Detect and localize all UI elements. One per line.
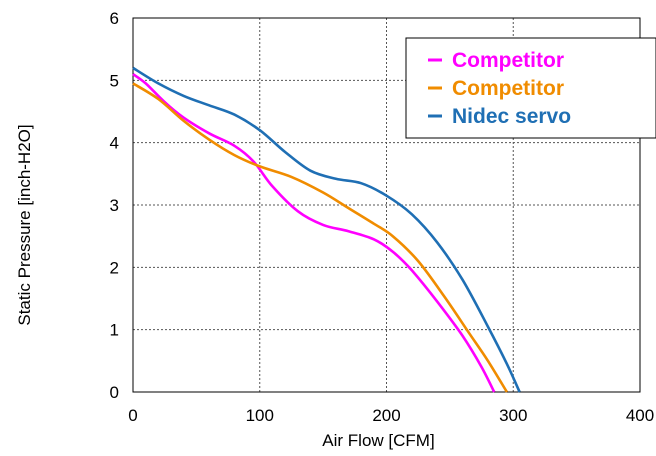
y-tick-label: 6: [110, 9, 119, 28]
legend: Competitor Competitor Nidec servo: [405, 37, 656, 139]
plot-frame: [132, 17, 641, 393]
legend-box: [405, 37, 656, 139]
series-line-competitor-magenta-line: [132, 73, 496, 393]
x-axis-label: Air Flow [CFM]: [322, 431, 434, 450]
y-axis-label: Static Pressure [inch-H2O]: [15, 124, 34, 325]
legend-entry: Competitor: [452, 49, 564, 72]
y-tick-label: 1: [110, 321, 119, 340]
legend-entry: Nidec servo: [452, 105, 571, 128]
series-line-competitor-orange-line: [132, 82, 509, 393]
y-tick-label: 4: [110, 134, 119, 153]
grid-lines: [133, 18, 640, 392]
y-tick-label: 5: [110, 71, 119, 90]
x-tick-label: 100: [246, 406, 274, 425]
x-tick-label: 0: [128, 406, 137, 425]
y-tick-label: 2: [110, 258, 119, 277]
y-tick-label: 0: [110, 383, 119, 402]
series-line-nidec-servo-line: [132, 66, 521, 393]
x-tick-labels: 0 100 200 300 400: [128, 406, 654, 425]
x-tick-label: 400: [626, 406, 654, 425]
y-tick-labels: 0 1 2 3 4 5 6: [110, 9, 119, 402]
x-tick-label: 300: [499, 406, 527, 425]
x-tick-label: 200: [372, 406, 400, 425]
y-tick-label: 3: [110, 196, 119, 215]
legend-entry: Competitor: [452, 77, 564, 100]
series-lines: [132, 66, 521, 393]
